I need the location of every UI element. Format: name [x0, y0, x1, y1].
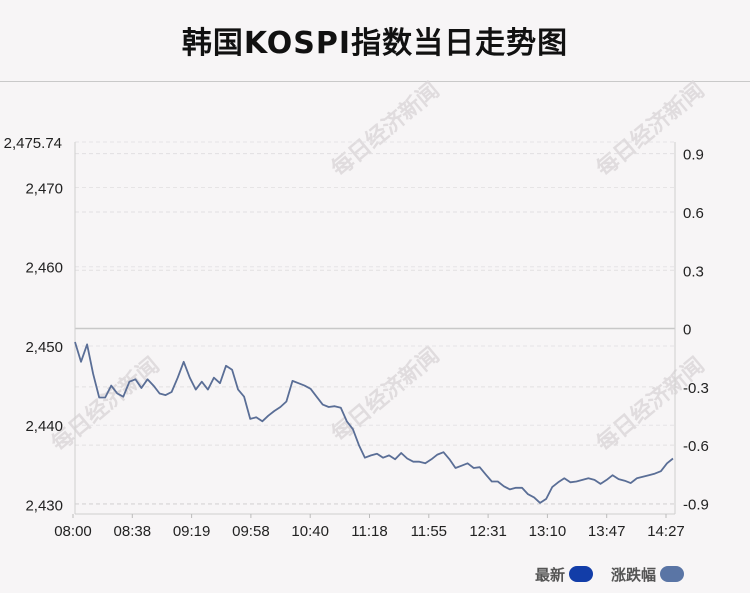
watermark-text: 每日经济新闻: [47, 352, 165, 457]
chart-title: 韩国KOSPI指数当日走势图: [181, 26, 569, 61]
x-tick-label: 11:18: [351, 523, 387, 540]
x-tick-label: 13:47: [588, 523, 626, 540]
x-tick-label: 09:58: [232, 523, 270, 540]
legend-label-latest: 最新: [534, 565, 565, 584]
x-tick-label: 08:38: [114, 523, 152, 540]
grid-lines: [75, 141, 675, 505]
legend-item-latest[interactable]: 最新: [535, 564, 593, 585]
legend-swatch-latest: [568, 566, 593, 582]
watermark-text: 每日经济新闻: [327, 342, 445, 447]
y-left-tick-label: 2,450: [25, 339, 63, 356]
y-right-tick-label: 0.9: [683, 147, 704, 164]
x-tick-label: 12:31: [469, 523, 507, 540]
legend-swatch-change: [660, 566, 684, 582]
y-left-tick-label: 2,440: [25, 418, 63, 435]
y-right-tick-label: 0.6: [683, 205, 704, 222]
x-tick-label: 11:55: [411, 523, 447, 540]
y-left-tick-label: 2,470: [25, 180, 63, 197]
series-layer: [74, 341, 674, 504]
y-left-tick-label: 2,475.74: [4, 135, 62, 152]
y-left-tick-label: 2,430: [25, 497, 63, 514]
tick-labels: 0.9 0.6 0.3 0 -0.3 -0.6 -0.9 2,430 2,440 2,450 2,4…: [4, 135, 709, 540]
y-left-tick-label: 2,460: [25, 260, 63, 277]
y-right-tick-label: -0.3: [683, 380, 709, 397]
legend: 最新 涨跌幅: [523, 563, 684, 585]
y-right-tick-label: 0.3: [683, 263, 704, 280]
y-right-tick-label: -0.9: [683, 496, 709, 513]
y-right-tick-label: -0.6: [683, 438, 709, 455]
watermark-text: 每日经济新闻: [592, 77, 710, 182]
legend-label-change: 涨跌幅: [610, 565, 656, 584]
x-tick-label: 14:27: [647, 523, 685, 540]
x-tick-label: 09:19: [173, 523, 211, 540]
x-tick-label: 10:40: [291, 523, 329, 540]
y-right-tick-label: 0: [683, 322, 691, 339]
title-divider: [0, 81, 750, 82]
x-tick-label: 08:00: [54, 523, 92, 540]
axes: [72, 142, 676, 518]
x-tick-label: 13:10: [529, 523, 567, 540]
series-line-latest: [74, 341, 674, 504]
watermark-text: 每日经济新闻: [327, 77, 445, 182]
legend-item-change[interactable]: 涨跌幅: [611, 564, 684, 585]
